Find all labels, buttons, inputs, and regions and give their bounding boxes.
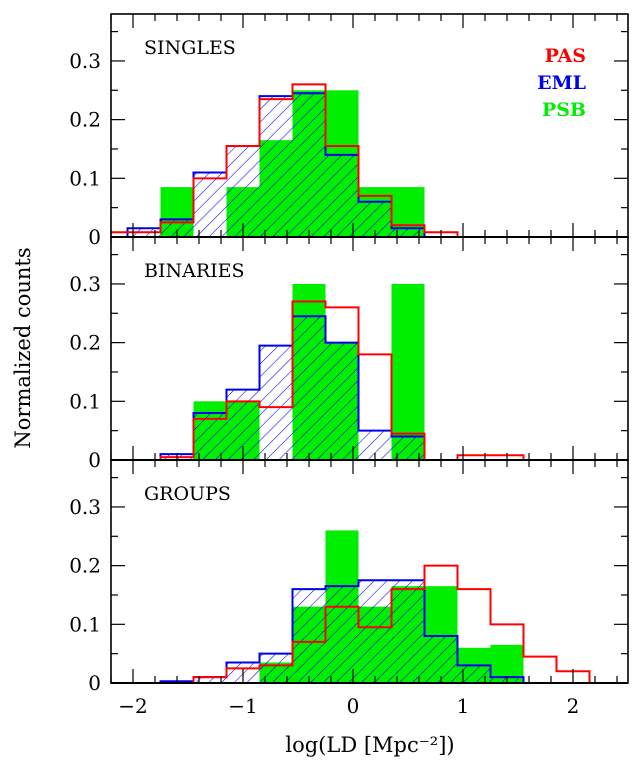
x-tick-label: 0	[347, 694, 360, 718]
panel-plot-area	[111, 530, 591, 683]
eml-hatch-bar	[391, 580, 425, 683]
y-tick-label: 0.2	[69, 108, 101, 132]
eml-hatch-bar	[193, 413, 227, 460]
eml-hatch-bar	[325, 586, 359, 683]
pas-outline	[111, 83, 590, 237]
y-tick-label: 0.3	[69, 49, 101, 73]
legend-item-psb: PSB	[542, 99, 586, 121]
eml-hatch-bar	[391, 228, 425, 237]
panel-title: BINARIES	[144, 260, 245, 282]
panel-plot-area	[111, 83, 590, 237]
panel-singles: 0 0.1 0.2 0.3 SINGLES	[69, 13, 629, 249]
panel-binaries: 0 0.1 0.2 0.3 BINARIES	[69, 236, 629, 472]
eml-hatch-bar	[424, 636, 458, 683]
y-tick-label: 0.3	[69, 495, 101, 519]
y-tick-label: 0	[88, 225, 101, 249]
pas-outline	[111, 300, 590, 460]
psb-bar	[391, 283, 425, 460]
eml-outline	[111, 92, 590, 237]
panel-title: SINGLES	[144, 37, 236, 59]
panel-title: GROUPS	[144, 483, 231, 505]
x-tick-label: 2	[567, 694, 580, 718]
x-tick-label: 1	[457, 694, 470, 718]
x-axis-label: log(LD [Mpc⁻²])	[285, 733, 454, 757]
y-axis-label: Normalized counts	[11, 247, 35, 448]
eml-hatch-bar	[193, 172, 227, 237]
legend-item-eml: EML	[537, 72, 586, 94]
eml-hatch-bar	[358, 580, 392, 683]
y-tick-label: 0	[88, 448, 101, 472]
eml-hatch-bar	[292, 589, 326, 683]
y-tick-label: 0.1	[69, 166, 101, 190]
panel-frame	[110, 459, 629, 684]
eml-hatch-bar	[160, 219, 194, 237]
eml-hatch-bar	[292, 93, 326, 237]
x-tick-label: −2	[118, 694, 147, 718]
y-tick-label: 0.1	[69, 612, 101, 636]
y-tick-label: 0.3	[69, 272, 101, 296]
y-tick-label: 0.1	[69, 389, 101, 413]
y-tick-label: 0.2	[69, 554, 101, 578]
eml-hatch-bar	[457, 665, 491, 683]
eml-hatch-bar	[292, 316, 326, 460]
y-tick-label: 0	[88, 671, 101, 695]
eml-hatch-bar	[193, 677, 227, 683]
eml-hatch-bar	[259, 96, 293, 237]
panel-plot-area	[111, 283, 590, 460]
eml-hatch-bar	[226, 146, 260, 237]
legend-item-pas: PAS	[545, 45, 586, 67]
panel-groups: 0 0.1 0.2 0.3 GROUPS	[69, 459, 629, 695]
legend: PAS EML PSB	[537, 45, 586, 121]
x-tick-label: −1	[228, 694, 257, 718]
eml-hatch-bar	[325, 342, 359, 460]
eml-hatch-bar	[391, 436, 425, 460]
y-tick-label: 0.2	[69, 331, 101, 355]
pas-outline	[111, 564, 591, 683]
eml-hatch-bar	[259, 345, 293, 460]
